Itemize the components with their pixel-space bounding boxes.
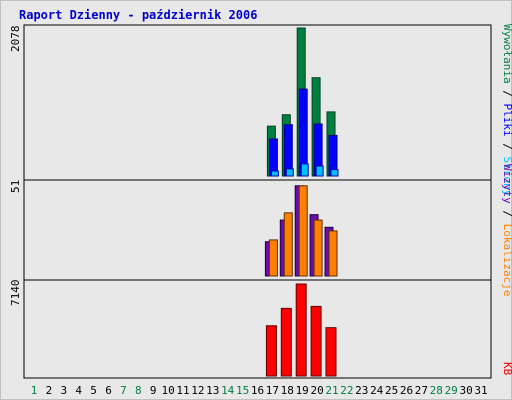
legend-wywołania: Wywołania [501,24,512,84]
day-label-16: 16 [251,384,264,397]
day-label-12: 12 [191,384,204,397]
bar-top-strony-20 [315,165,324,177]
bar-kb-18 [280,307,292,377]
day-label-19: 19 [296,384,309,397]
day-label-17: 17 [266,384,279,397]
bar-top-pliki-18 [283,124,293,177]
middle-ymax-label: 51 [9,180,22,193]
right-legend-middle: Wizyty / Lokalizacje [501,164,512,296]
bar-top-strony-17 [270,170,279,177]
bottom-bars [265,283,337,377]
day-label-28: 28 [430,384,443,397]
day-label-31: 31 [474,384,487,397]
day-label-9: 9 [150,384,157,397]
legend-strony: Strony [501,156,512,196]
bar-mid-1-19 [298,185,308,277]
chart-title: Raport Dzienny - październik 2006 [19,8,257,22]
day-label-25: 25 [385,384,398,397]
day-label-4: 4 [75,384,82,397]
bar-top-strony-18 [285,168,294,177]
bar-kb-19 [295,283,307,377]
day-label-29: 29 [445,384,458,397]
right-legend-bottom: KB [501,362,512,376]
day-label-3: 3 [60,384,67,397]
day-label-10: 10 [161,384,174,397]
legend-pliki: Pliki [501,103,512,136]
day-label-11: 11 [176,384,189,397]
bar-mid-1-18 [283,212,293,277]
top-bars [266,27,339,177]
bar-kb-21 [325,327,337,377]
panel-kb: 7140 [9,279,492,379]
day-label-5: 5 [90,384,97,397]
day-label-24: 24 [370,384,384,397]
panel-visits-locations: 51 [9,179,492,281]
x-axis-day-labels: 1 2 3 4 5 6 7 8 9 10 11 12 13 14 15 16 17 18 19 20 21 22 23 24 2… [31,384,488,397]
bar-top-strony-21 [330,169,339,177]
legend-separator: / [501,137,512,157]
day-label-8: 8 [135,384,142,397]
day-label-6: 6 [105,384,112,397]
bottom-ymax-label: 7140 [9,280,22,307]
bar-mid-1-21 [328,230,338,277]
legend-lokalizacje: Lokalizacje [501,224,512,297]
day-label-22: 22 [340,384,353,397]
top-ymax-label: 2078 [9,26,22,53]
middle-bars [264,185,338,277]
day-label-18: 18 [281,384,294,397]
day-label-27: 27 [415,384,428,397]
panel-bottom-frame [23,279,492,379]
day-label-21: 21 [325,384,338,397]
legend-separator: / [501,204,512,224]
panel-middle-frame [23,179,492,281]
day-label-13: 13 [206,384,219,397]
day-label-23: 23 [355,384,368,397]
day-label-20: 20 [310,384,323,397]
legend-separator: / [501,84,512,104]
bar-kb-17 [265,325,277,377]
day-label-30: 30 [459,384,472,397]
day-label-1: 1 [31,384,38,397]
bar-top-pliki-17 [268,138,278,177]
panel-top-frame [23,24,492,181]
day-label-26: 26 [400,384,413,397]
day-label-14: 14 [221,384,235,397]
bar-kb-20 [310,305,322,377]
right-legend-top: Wywołania / Pliki / Strony [501,24,512,197]
day-label-15: 15 [236,384,249,397]
day-label-7: 7 [120,384,127,397]
bar-mid-1-20 [313,219,323,277]
legend-wizyty: Wizyty [501,164,512,204]
panel-hits-files-pages: 2078 [9,24,492,181]
legend-kb: KB [501,362,512,376]
bar-top-pliki-19 [298,88,308,177]
day-label-2: 2 [46,384,53,397]
bar-mid-1-17 [268,239,278,277]
bar-top-strony-19 [300,163,309,177]
